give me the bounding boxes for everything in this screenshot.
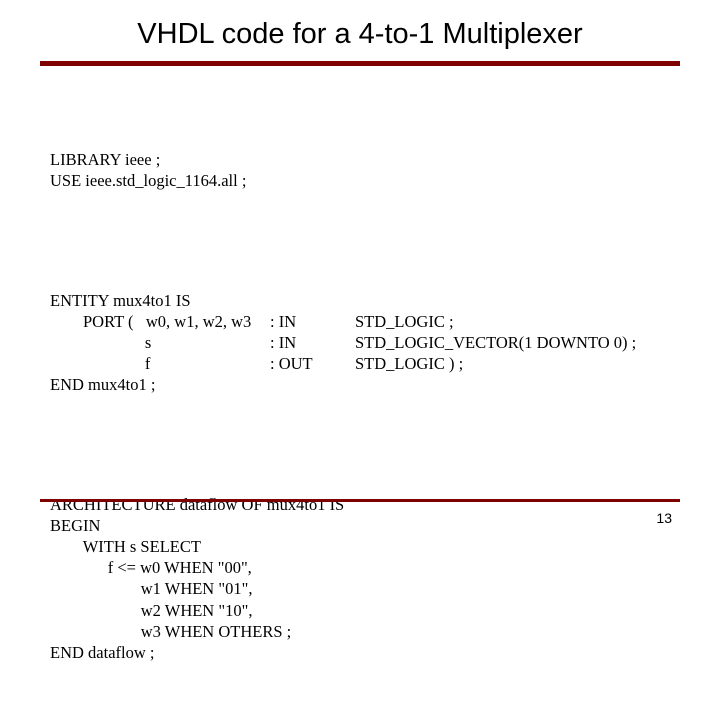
port-direction: : IN <box>270 311 355 332</box>
port-signal: s <box>145 333 151 352</box>
footer-underline <box>40 499 680 502</box>
port-signal: f <box>145 354 151 373</box>
code-line: LIBRARY ieee ; <box>50 150 160 169</box>
code-line: WITH s SELECT <box>50 537 201 556</box>
port-row: f : OUTSTD_LOGIC ) ; <box>50 353 672 374</box>
entity-section: ENTITY mux4to1 IS PORT ( w0, w1, w2, w3:… <box>50 269 672 396</box>
port-direction: : OUT <box>270 353 355 374</box>
page-number: 13 <box>656 510 672 526</box>
code-line: w1 WHEN "01", <box>50 579 252 598</box>
code-line: END mux4to1 ; <box>50 375 155 394</box>
code-line: f <= w0 WHEN "00", <box>50 558 252 577</box>
code-line: w2 WHEN "10", <box>50 601 252 620</box>
port-type: STD_LOGIC ) ; <box>355 353 672 374</box>
port-type: STD_LOGIC_VECTOR(1 DOWNTO 0) ; <box>355 332 672 353</box>
port-type: STD_LOGIC ; <box>355 311 672 332</box>
title-underline <box>40 61 680 66</box>
library-section: LIBRARY ieee ; USE ieee.std_logic_1164.a… <box>50 128 672 191</box>
code-line: USE ieee.std_logic_1164.all ; <box>50 171 246 190</box>
port-indent <box>50 333 145 352</box>
vhdl-code-block: LIBRARY ieee ; USE ieee.std_logic_1164.a… <box>50 86 672 719</box>
code-line: END dataflow ; <box>50 643 154 662</box>
code-line: BEGIN <box>50 516 100 535</box>
port-indent <box>50 354 145 373</box>
code-line: ARCHITECTURE dataflow OF mux4to1 IS <box>50 495 344 514</box>
port-row: PORT ( w0, w1, w2, w3 : INSTD_LOGIC ; <box>50 311 672 332</box>
port-signal: w0, w1, w2, w3 <box>146 312 251 331</box>
slide-title: VHDL code for a 4-to-1 Multiplexer <box>48 18 672 51</box>
port-indent: PORT ( <box>50 312 146 331</box>
port-direction: : IN <box>270 332 355 353</box>
port-row: s : INSTD_LOGIC_VECTOR(1 DOWNTO 0) ; <box>50 332 672 353</box>
code-line: ENTITY mux4to1 IS <box>50 291 191 310</box>
code-line: w3 WHEN OTHERS ; <box>50 622 291 641</box>
